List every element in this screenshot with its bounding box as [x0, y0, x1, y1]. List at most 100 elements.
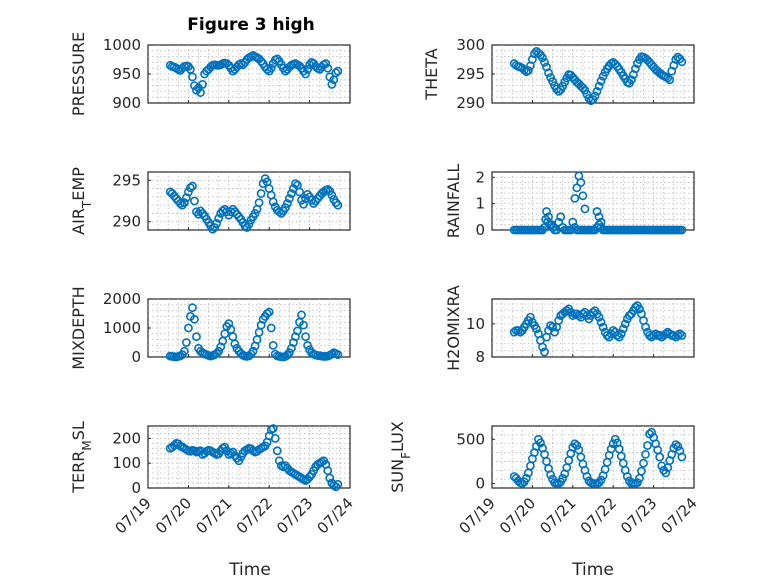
data-point	[523, 66, 533, 75]
data-point	[538, 342, 547, 352]
data-point	[303, 64, 312, 74]
data-point	[655, 452, 665, 462]
data-point	[631, 302, 640, 312]
data-point	[327, 349, 337, 359]
data-point	[268, 424, 278, 433]
data-point	[521, 473, 531, 483]
data-point	[612, 331, 622, 340]
data-point	[175, 199, 185, 208]
data-points	[509, 427, 687, 488]
y-tick-label: 1	[475, 195, 485, 213]
subplot-pressure: 900 950 1000 PRESSURE	[69, 32, 351, 116]
data-point	[169, 440, 179, 450]
data-point	[641, 322, 650, 332]
data-point	[179, 198, 189, 208]
data-point	[677, 57, 687, 67]
data-point	[570, 193, 580, 203]
data-point	[258, 179, 268, 188]
data-point	[637, 466, 646, 476]
data-point	[333, 350, 343, 360]
axis-ticks: 0 1000 2000	[103, 290, 351, 366]
data-point	[647, 427, 656, 437]
data-point	[540, 58, 549, 67]
y-tick-label: 290	[112, 213, 141, 231]
data-point	[333, 479, 343, 489]
data-point	[608, 439, 618, 449]
data-point	[578, 191, 588, 201]
data-point	[618, 324, 628, 334]
data-points	[509, 301, 687, 357]
data-point	[181, 338, 191, 347]
x-tick-label: 07/21	[536, 494, 579, 537]
data-point	[665, 75, 675, 85]
data-point	[556, 212, 566, 222]
data-point	[596, 217, 606, 227]
data-point	[592, 207, 602, 216]
subplot-mixdepth: 0 1000 2000 MIXDEPTH	[69, 286, 351, 370]
y-tick-label: 500	[456, 430, 485, 448]
data-point	[673, 331, 683, 340]
data-point	[272, 446, 282, 456]
x-tick-label: 07/23	[273, 494, 316, 537]
subplot-air-temp: 290 295 AIRTEMP	[69, 167, 351, 235]
y-axis-label: SUNFLUX	[388, 421, 413, 493]
data-point	[188, 303, 197, 313]
data-point	[214, 213, 224, 223]
data-point	[240, 221, 250, 231]
data-point	[633, 478, 642, 488]
data-point	[525, 312, 535, 322]
y-tick-label: 0	[475, 221, 485, 239]
data-point	[301, 69, 310, 79]
data-point	[212, 218, 222, 228]
data-point	[673, 441, 683, 451]
data-point	[212, 349, 222, 358]
y-tick-label: 2	[475, 168, 485, 186]
data-point	[299, 320, 308, 330]
data-point	[509, 327, 519, 337]
data-point	[594, 312, 604, 322]
y-axis-label: MIXDEPTH	[69, 286, 88, 369]
y-tick-label: 10	[466, 315, 485, 333]
data-point	[590, 91, 600, 101]
data-point	[230, 339, 240, 349]
data-points	[509, 46, 687, 106]
x-tick-label: 07/19	[112, 494, 155, 537]
data-point	[254, 198, 264, 208]
x-tick-label: 07/22	[233, 494, 276, 537]
data-point	[297, 310, 306, 320]
data-point	[671, 440, 681, 449]
data-point	[293, 326, 302, 336]
data-point	[592, 87, 602, 96]
data-point	[643, 441, 652, 450]
x-tick-label: 07/20	[496, 494, 539, 537]
data-point	[268, 340, 278, 350]
data-point	[287, 189, 296, 198]
data-point	[578, 309, 588, 319]
x-tick-label: 07/20	[152, 494, 195, 537]
data-point	[578, 83, 588, 93]
data-point	[544, 68, 553, 78]
y-tick-label: 200	[112, 429, 141, 447]
data-points	[165, 51, 343, 97]
data-point	[282, 199, 292, 208]
label-subscript: M	[80, 440, 94, 450]
data-point	[677, 452, 687, 462]
data-point	[323, 63, 333, 73]
y-tick-label: 100	[112, 454, 141, 472]
data-point	[532, 324, 541, 334]
y-tick-label: 900	[112, 94, 141, 112]
data-point	[331, 68, 341, 78]
data-point	[210, 223, 220, 232]
data-point	[546, 470, 555, 480]
data-point	[192, 332, 201, 342]
data-points	[165, 174, 343, 234]
data-point	[635, 304, 644, 314]
data-point	[580, 204, 590, 214]
x-tick-label: 07/24	[314, 494, 357, 537]
y-axis-label: THETA	[422, 48, 441, 100]
data-point	[297, 195, 306, 205]
axis-ticks: 290 295	[112, 171, 351, 231]
data-point	[198, 80, 207, 89]
figure-title: Figure 3 high	[187, 15, 315, 35]
